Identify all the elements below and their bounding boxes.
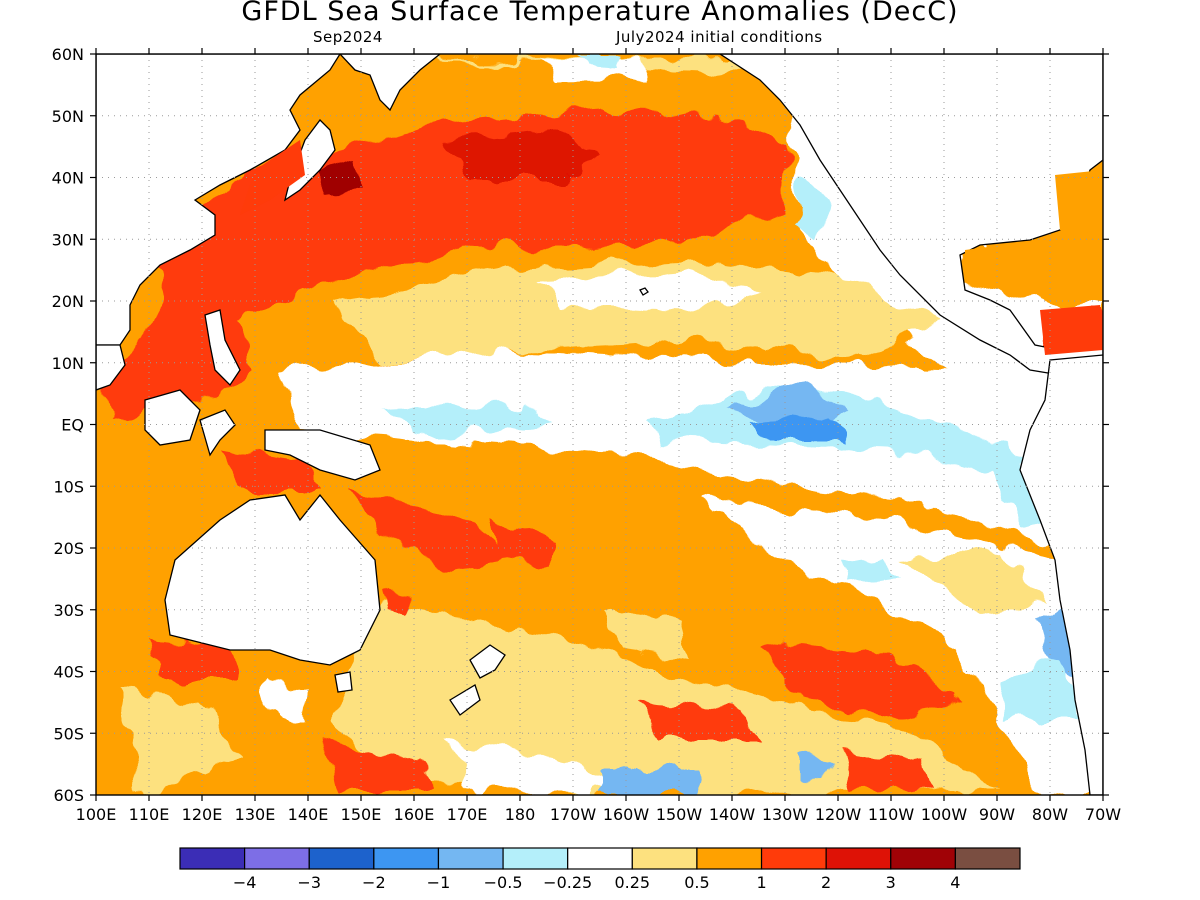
colorbar-swatch xyxy=(890,847,956,870)
lon-label: 140W xyxy=(709,805,756,824)
colorbar-swatch xyxy=(502,847,569,870)
lat-label: 60N xyxy=(52,45,84,64)
colorbar-swatch xyxy=(437,847,504,870)
lon-label: 120E xyxy=(182,805,223,824)
lon-label: 170E xyxy=(447,805,488,824)
colorbar-swatch xyxy=(760,847,827,870)
lon-label: 170W xyxy=(550,805,597,824)
lon-label: 110E xyxy=(129,805,170,824)
colorbar-label: −1 xyxy=(427,873,451,892)
forecast-month: Sep2024 xyxy=(313,28,383,46)
lat-label: 20N xyxy=(52,292,84,311)
colorbar-label: 1 xyxy=(756,873,766,892)
lon-label: 110W xyxy=(868,805,915,824)
lon-label: 160E xyxy=(394,805,435,824)
colorbar-swatch xyxy=(825,847,892,870)
lat-label: 40N xyxy=(52,169,84,188)
colorbar-label: 0.5 xyxy=(684,873,709,892)
lon-label: 70W xyxy=(1085,805,1121,824)
lon-label: 80W xyxy=(1032,805,1068,824)
lon-label: 140E xyxy=(288,805,329,824)
lon-label: 150W xyxy=(656,805,703,824)
colorbar-label: −2 xyxy=(362,873,386,892)
colorbar-label: −0.25 xyxy=(543,873,592,892)
lon-label: 100W xyxy=(921,805,968,824)
lon-label: 130E xyxy=(235,805,276,824)
colorbar-swatch xyxy=(244,847,310,870)
colorbar-label: −0.5 xyxy=(484,873,523,892)
colorbar-swatch xyxy=(179,847,246,870)
colorbar-label: 2 xyxy=(821,873,831,892)
lon-label: 100E xyxy=(76,805,117,824)
lon-label: 180 xyxy=(505,805,536,824)
lat-label: 50N xyxy=(52,107,84,126)
colorbar-label: −4 xyxy=(233,873,257,892)
colorbar-swatch xyxy=(373,847,440,870)
lat-label: 10N xyxy=(52,354,84,373)
colorbar-swatch xyxy=(567,847,633,870)
colorbar-swatch xyxy=(631,847,698,870)
colorbar-label: 3 xyxy=(886,873,896,892)
colorbar-swatch xyxy=(308,847,375,870)
colorbar-swatch xyxy=(696,847,763,870)
initial-conditions-label: July2024 initial conditions xyxy=(616,28,823,46)
longitude-axis: 100E 110E 120E 130E 140E 150E 160E 170E 180 170W 1… xyxy=(76,48,1121,824)
lon-label: 120W xyxy=(815,805,862,824)
lon-label: 150E xyxy=(341,805,382,824)
lat-label: 20S xyxy=(53,539,84,558)
lat-label: 40S xyxy=(53,663,84,682)
lat-label: 50S xyxy=(53,724,84,743)
colorbar: −4 −3 −2 −1 −0.5 −0.25 0.25 0.5 1 2 3 4 xyxy=(179,847,1021,892)
lon-label: 160W xyxy=(603,805,650,824)
colorbar-swatch xyxy=(954,847,1021,870)
colorbar-label: 4 xyxy=(950,873,960,892)
map-title: GFDL Sea Surface Temperature Anomalies (… xyxy=(241,0,959,27)
lon-label: 90W xyxy=(979,805,1015,824)
colorbar-label: −3 xyxy=(297,873,321,892)
colorbar-label: 0.25 xyxy=(614,873,650,892)
lat-label: 60S xyxy=(53,786,84,805)
latitude-axis: 60N 50N 40N 30N 20N 10N EQ 10S 20S 30S 40S 50S 60S xyxy=(52,45,1109,805)
lat-label: EQ xyxy=(61,416,84,435)
lat-label: 30S xyxy=(53,601,84,620)
lat-label: 10S xyxy=(53,477,84,496)
anomaly-field xyxy=(96,54,1103,795)
land-masses xyxy=(96,54,1103,795)
lat-label: 30N xyxy=(52,230,84,249)
lon-label: 130W xyxy=(762,805,809,824)
